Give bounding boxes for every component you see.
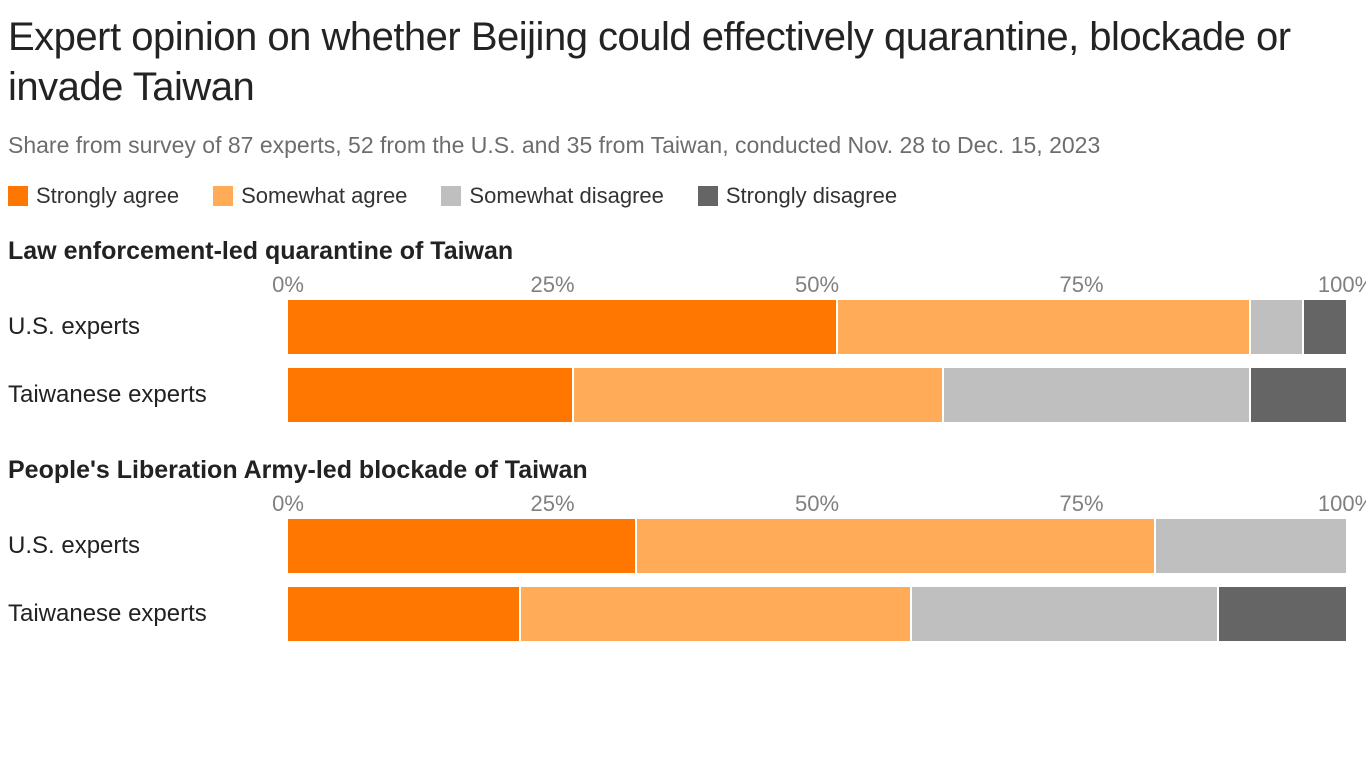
bar-track [288,368,1346,422]
chart-subtitle: Share from survey of 87 experts, 52 from… [8,132,1346,159]
axis-row: 0%25%50%75%100% [8,270,1346,300]
bar-segment [288,300,838,354]
legend-label: Somewhat disagree [469,183,663,209]
axis-tick: 75% [1059,272,1103,298]
legend-item: Strongly disagree [698,183,897,209]
chart-group: Law enforcement-led quarantine of Taiwan… [8,237,1346,422]
chart-group: People's Liberation Army-led blockade of… [8,456,1346,641]
bar-track [288,587,1346,641]
chart-title: Expert opinion on whether Beijing could … [8,12,1346,112]
bar-segment [838,300,1251,354]
axis-tick: 100% [1318,272,1366,298]
bar-segment [1251,300,1304,354]
row-label: Taiwanese experts [8,381,288,409]
bar-segment [288,368,574,422]
axis-tick: 25% [530,272,574,298]
axis-tick: 75% [1059,491,1103,517]
bar-row: U.S. experts [8,519,1346,573]
axis-tick: 0% [272,491,304,517]
legend-label: Strongly disagree [726,183,897,209]
bar-row: U.S. experts [8,300,1346,354]
axis-tick: 50% [795,491,839,517]
chart-groups: Law enforcement-led quarantine of Taiwan… [8,237,1346,641]
bar-segment [944,368,1251,422]
legend-item: Somewhat agree [213,183,407,209]
legend-item: Strongly agree [8,183,179,209]
axis-tick: 0% [272,272,304,298]
bar-segment [637,519,1155,573]
bar-row: Taiwanese experts [8,587,1346,641]
axis-tick: 50% [795,272,839,298]
legend-swatch [213,186,233,206]
legend-label: Somewhat agree [241,183,407,209]
row-label: U.S. experts [8,532,288,560]
bar-track [288,300,1346,354]
x-axis: 0%25%50%75%100% [288,270,1346,300]
x-axis: 0%25%50%75%100% [288,489,1346,519]
bar-segment [1156,519,1346,573]
bar-segment [288,587,521,641]
bar-row: Taiwanese experts [8,368,1346,422]
bar-segment [1304,300,1346,354]
axis-row: 0%25%50%75%100% [8,489,1346,519]
group-title: People's Liberation Army-led blockade of… [8,456,1346,485]
bar-segment [1219,587,1346,641]
bar-segment [912,587,1219,641]
bar-segment [288,519,637,573]
bar-segment [574,368,944,422]
row-label: U.S. experts [8,313,288,341]
bar-segment [1251,368,1346,422]
legend-item: Somewhat disagree [441,183,663,209]
legend-swatch [8,186,28,206]
group-title: Law enforcement-led quarantine of Taiwan [8,237,1346,266]
legend-label: Strongly agree [36,183,179,209]
bar-track [288,519,1346,573]
axis-tick: 25% [530,491,574,517]
row-label: Taiwanese experts [8,600,288,628]
bar-segment [521,587,912,641]
legend-swatch [698,186,718,206]
legend-swatch [441,186,461,206]
legend: Strongly agree Somewhat agree Somewhat dis… [8,183,1346,209]
axis-tick: 100% [1318,491,1366,517]
